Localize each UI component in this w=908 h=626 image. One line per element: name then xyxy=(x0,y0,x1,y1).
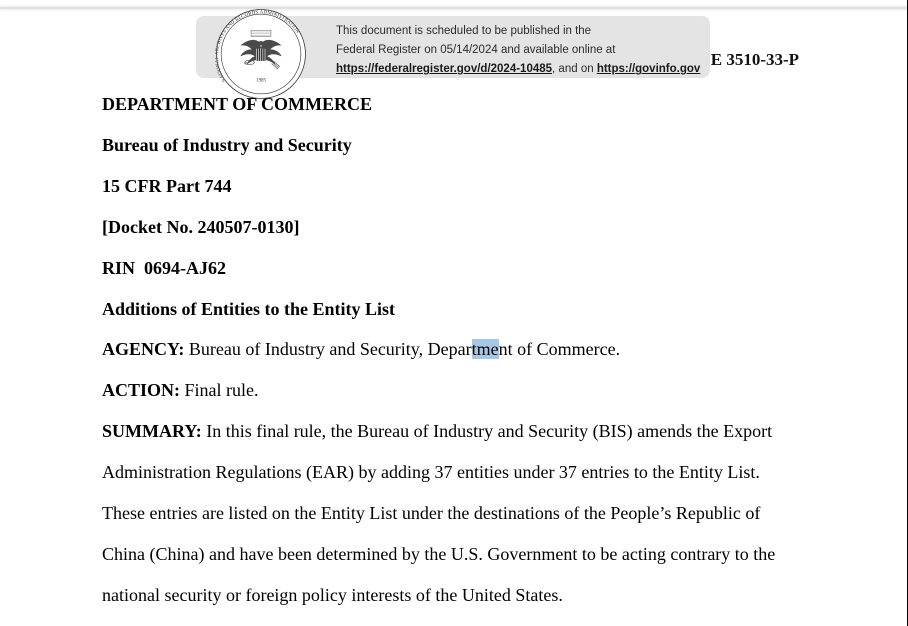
svg-text:1985: 1985 xyxy=(256,79,266,84)
